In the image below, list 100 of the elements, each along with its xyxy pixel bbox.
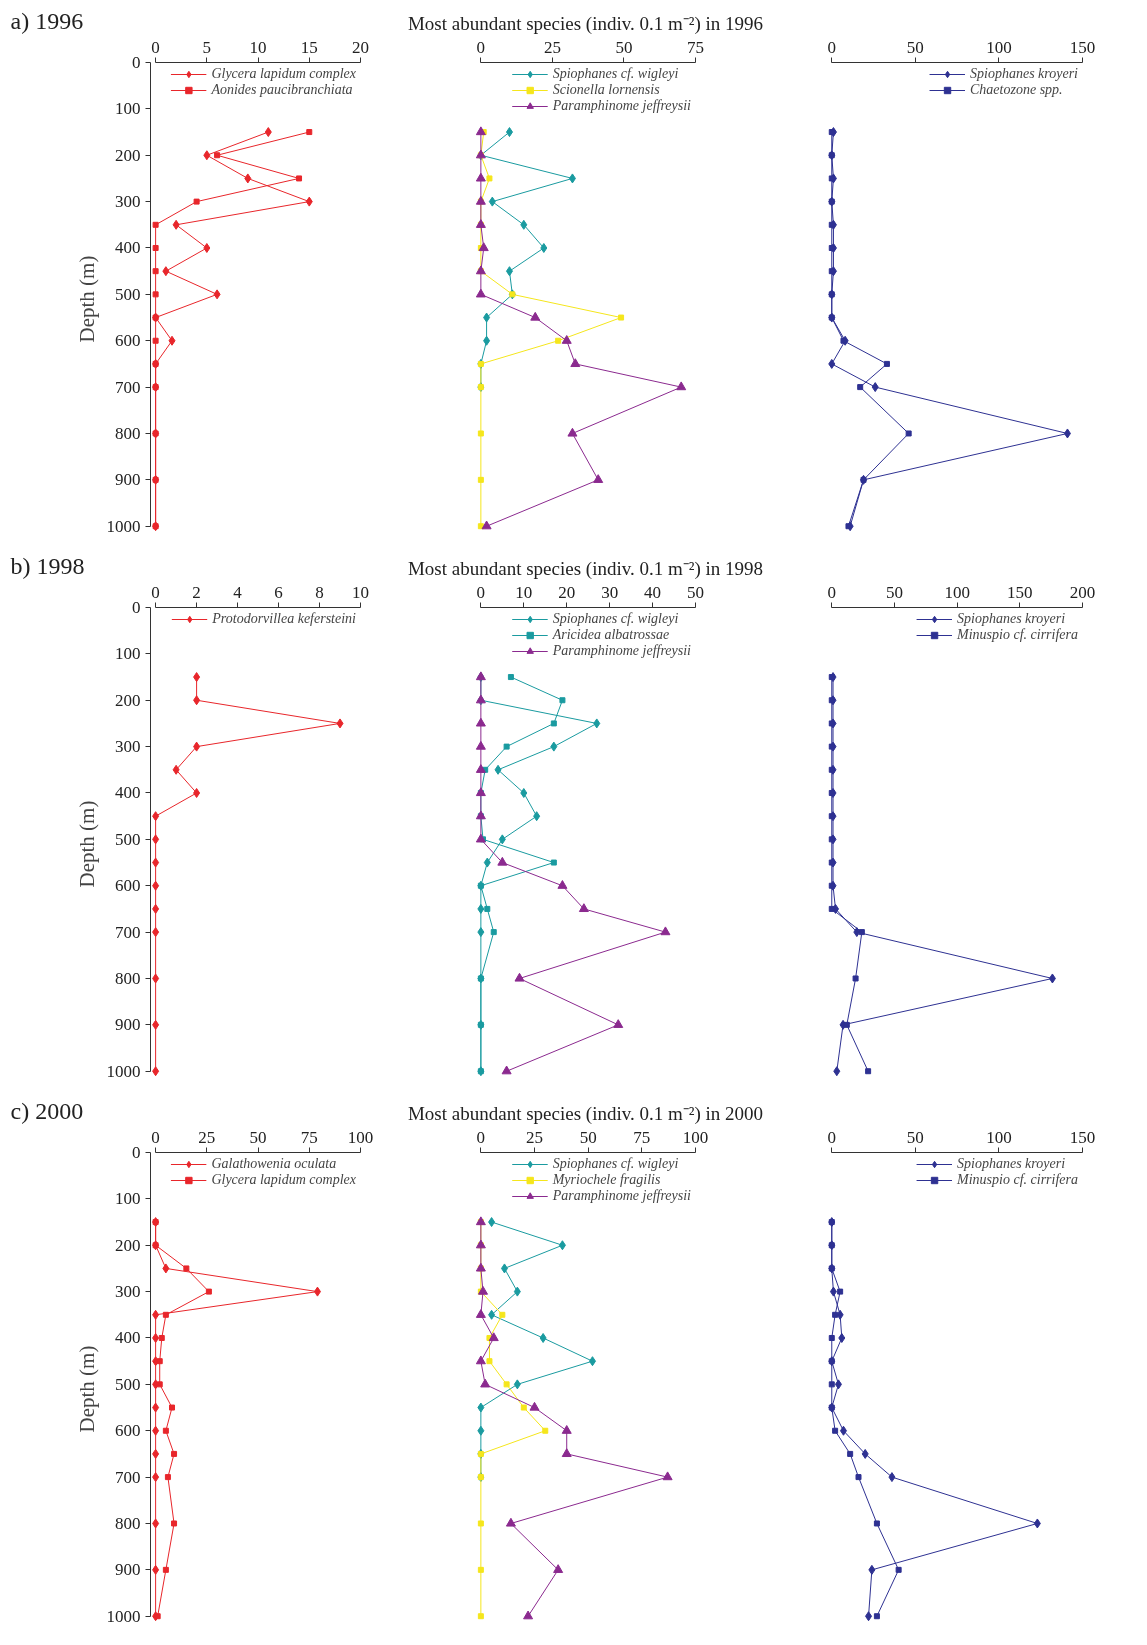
legend-label: Spiophanes cf. wigleyi [552, 611, 679, 627]
y-tick-label: 800 [115, 1513, 141, 1533]
x-tick-label: 50 [885, 582, 903, 602]
y-tick-label: 600 [115, 1421, 141, 1441]
x-tick-label: 100 [944, 582, 970, 602]
legend-label: Scionella lornensis [552, 82, 660, 98]
legend-label: Glycera lapidum complex [211, 1172, 356, 1188]
x-tick-label: 200 [1069, 582, 1096, 602]
x-tick-label: 0 [827, 582, 837, 602]
y-tick-label: 800 [115, 968, 141, 988]
x-tick-label: 0 [476, 1127, 486, 1147]
x-tick-label: 75 [687, 37, 704, 57]
y-tick-label: 400 [115, 238, 141, 258]
y-tick-label: 500 [115, 829, 141, 849]
y-tick-label: 700 [115, 922, 141, 942]
y-tick-label: 700 [115, 1467, 141, 1487]
x-tick-label: 25 [198, 1127, 216, 1147]
y-tick-label: 700 [115, 377, 141, 397]
y-tick-label: 0 [132, 598, 141, 617]
x-tick-label: 0 [476, 37, 486, 57]
chart-title: b) 1998 [10, 552, 85, 579]
y-tick-label: 900 [115, 1015, 141, 1035]
x-tick-label: 100 [682, 1127, 709, 1147]
y-tick-label: 500 [115, 1374, 141, 1394]
y-tick-label: 200 [115, 145, 141, 165]
x-tick-label: 0 [827, 1127, 837, 1147]
y-tick-label: 500 [115, 284, 141, 304]
y-axis-title: Depth (m) [74, 255, 99, 343]
legend-label: Aonides paucibranchiata [211, 82, 353, 98]
y-tick-label: 800 [115, 423, 141, 443]
x-tick-label: 0 [827, 37, 837, 57]
y-tick-label: 400 [115, 783, 141, 803]
x-tick-label: 6 [274, 582, 283, 602]
y-tick-label: 200 [115, 690, 141, 710]
legend-label: Paramphinome jeffreysii [552, 98, 691, 114]
y-axis-title: Depth (m) [74, 1345, 99, 1433]
y-axis-title: Depth (m) [74, 800, 99, 888]
legend-label: Spiophanes kroyeri [957, 611, 1066, 627]
x-tick-label: 40 [644, 582, 662, 602]
chart-title: Most abundant species (indiv. 0.1 m⁻²) in 2000 [407, 1102, 764, 1125]
x-tick-label: 100 [347, 1127, 374, 1147]
y-tick-label: 0 [132, 1143, 141, 1162]
x-tick-label: 2 [192, 582, 201, 602]
x-tick-label: 75 [300, 1127, 318, 1147]
x-tick-label: 30 [601, 582, 619, 602]
x-tick-label: 10 [249, 37, 267, 57]
x-tick-label: 25 [543, 37, 561, 57]
x-tick-label: 50 [615, 37, 633, 57]
legend-label: Protodorvillea kefersteini [212, 611, 356, 627]
legend-label: Paramphinome jeffreysii [552, 1188, 691, 1204]
x-tick-label: 150 [1007, 582, 1033, 602]
chart-title: Most abundant species (indiv. 0.1 m⁻²) in 1998 [407, 557, 764, 580]
x-tick-label: 20 [352, 37, 369, 57]
y-tick-label: 300 [115, 192, 141, 212]
x-tick-label: 4 [233, 582, 243, 602]
x-tick-label: 100 [986, 37, 1012, 57]
y-tick-label: 600 [115, 331, 141, 351]
legend-label: Galathowenia oculata [211, 1156, 337, 1172]
y-tick-label: 0 [132, 53, 141, 72]
legend-label: Paramphinome jeffreysii [552, 643, 691, 659]
y-tick-label: 900 [115, 1560, 141, 1580]
x-tick-label: 150 [1069, 37, 1096, 57]
y-tick-label: 400 [115, 1328, 141, 1348]
y-tick-label: 900 [115, 470, 141, 490]
legend-label: Minuspio cf. cirrifera [957, 627, 1078, 643]
x-tick-label: 50 [906, 37, 924, 57]
x-tick-label: 0 [151, 37, 160, 57]
x-tick-label: 50 [906, 1127, 924, 1147]
x-tick-label: 5 [202, 37, 212, 57]
chart-title: a) 1996 [10, 7, 84, 34]
x-tick-label: 10 [515, 582, 533, 602]
x-tick-label: 0 [151, 582, 160, 602]
x-tick-label: 25 [526, 1127, 544, 1147]
y-tick-label: 100 [115, 99, 141, 119]
x-tick-label: 0 [476, 582, 486, 602]
y-tick-label: 1000 [106, 1606, 141, 1626]
legend-label: Spiophanes cf. wigleyi [552, 1156, 679, 1172]
legend-label: Spiophanes cf. wigleyi [552, 66, 679, 82]
x-tick-label: 50 [687, 582, 704, 602]
legend-label: Myriochele fragilis [552, 1172, 661, 1188]
x-tick-label: 20 [558, 582, 576, 602]
y-tick-label: 200 [115, 1235, 141, 1255]
y-tick-label: 300 [115, 737, 141, 757]
chart-title: Most abundant species (indiv. 0.1 m⁻²) in 1996 [407, 12, 764, 35]
legend-label: Glycera lapidum complex [211, 66, 356, 82]
legend-label: Aricidea albatrossae [552, 627, 670, 643]
y-tick-label: 600 [115, 876, 141, 896]
x-tick-label: 8 [315, 582, 324, 602]
x-tick-label: 15 [300, 37, 318, 57]
legend-label: Minuspio cf. cirrifera [957, 1172, 1078, 1188]
x-tick-label: 0 [151, 1127, 160, 1147]
y-tick-label: 300 [115, 1282, 141, 1302]
y-tick-label: 100 [115, 644, 141, 664]
x-tick-label: 100 [986, 1127, 1012, 1147]
x-tick-label: 50 [249, 1127, 267, 1147]
legend-label: Spiophanes kroyeri [970, 66, 1078, 82]
x-tick-label: 150 [1069, 1127, 1096, 1147]
x-tick-label: 10 [352, 582, 369, 602]
x-tick-label: 50 [579, 1127, 597, 1147]
legend-label: Spiophanes kroyeri [957, 1156, 1066, 1172]
